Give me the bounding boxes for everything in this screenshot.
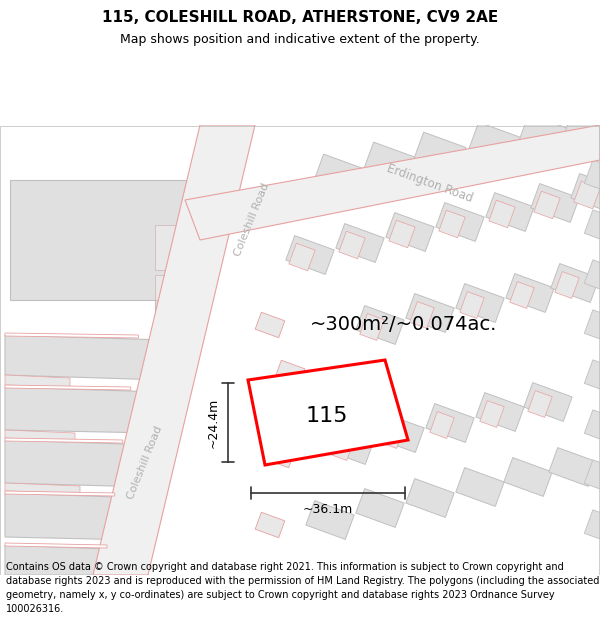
Polygon shape — [584, 310, 600, 340]
Polygon shape — [406, 479, 454, 518]
Polygon shape — [286, 236, 334, 274]
Polygon shape — [406, 294, 454, 333]
Polygon shape — [584, 510, 600, 540]
Polygon shape — [506, 274, 554, 312]
Polygon shape — [410, 302, 434, 328]
Polygon shape — [5, 493, 143, 540]
Text: ~24.4m: ~24.4m — [207, 398, 220, 448]
Polygon shape — [5, 543, 107, 548]
Polygon shape — [330, 434, 354, 461]
Polygon shape — [185, 125, 600, 240]
Polygon shape — [426, 404, 474, 442]
Polygon shape — [456, 284, 504, 322]
Polygon shape — [456, 468, 504, 506]
Polygon shape — [5, 545, 135, 575]
Polygon shape — [386, 213, 434, 251]
Polygon shape — [584, 160, 600, 190]
Polygon shape — [584, 210, 600, 240]
Polygon shape — [549, 448, 597, 486]
Polygon shape — [574, 181, 600, 209]
Text: ~300m²/~0.074ac.: ~300m²/~0.074ac. — [310, 316, 497, 334]
Text: Coleshill Road: Coleshill Road — [126, 425, 164, 501]
Polygon shape — [376, 414, 424, 452]
Polygon shape — [584, 460, 600, 490]
Polygon shape — [289, 243, 315, 271]
Text: Coleshill Road: Coleshill Road — [233, 182, 271, 258]
Polygon shape — [524, 382, 572, 421]
Polygon shape — [380, 422, 404, 448]
Polygon shape — [364, 142, 416, 184]
Polygon shape — [275, 360, 305, 386]
Polygon shape — [5, 440, 152, 487]
Polygon shape — [564, 108, 600, 150]
Text: Contains OS data © Crown copyright and database right 2021. This information is : Contains OS data © Crown copyright and d… — [6, 562, 599, 614]
Text: ~36.1m: ~36.1m — [303, 503, 353, 516]
Polygon shape — [486, 192, 534, 231]
Polygon shape — [460, 292, 484, 318]
Polygon shape — [476, 392, 524, 431]
Text: Map shows position and indicative extent of the property.: Map shows position and indicative extent… — [120, 32, 480, 46]
Polygon shape — [571, 174, 600, 213]
Polygon shape — [306, 501, 354, 539]
Polygon shape — [414, 132, 466, 174]
Polygon shape — [510, 282, 534, 308]
Polygon shape — [155, 275, 195, 300]
Text: 115, COLESHILL ROAD, ATHERSTONE, CV9 2AE: 115, COLESHILL ROAD, ATHERSTONE, CV9 2AE — [102, 10, 498, 25]
Polygon shape — [360, 314, 384, 341]
Polygon shape — [534, 191, 560, 219]
Polygon shape — [314, 154, 366, 196]
Polygon shape — [5, 491, 115, 496]
Polygon shape — [5, 333, 139, 338]
Polygon shape — [248, 360, 408, 465]
Polygon shape — [555, 272, 579, 298]
Polygon shape — [5, 483, 80, 493]
Polygon shape — [584, 410, 600, 440]
Polygon shape — [531, 184, 579, 222]
Polygon shape — [93, 125, 255, 575]
Polygon shape — [356, 489, 404, 528]
Polygon shape — [255, 512, 285, 538]
Polygon shape — [439, 210, 465, 238]
Text: Erdington Road: Erdington Road — [385, 161, 475, 204]
Polygon shape — [356, 306, 404, 344]
Polygon shape — [430, 412, 454, 438]
Polygon shape — [336, 224, 384, 262]
Polygon shape — [504, 458, 552, 496]
Polygon shape — [5, 430, 75, 440]
Polygon shape — [339, 231, 365, 259]
Polygon shape — [436, 202, 484, 241]
Polygon shape — [5, 387, 160, 433]
Polygon shape — [389, 220, 415, 248]
Polygon shape — [255, 312, 285, 338]
Polygon shape — [551, 264, 599, 302]
Polygon shape — [469, 122, 521, 164]
Polygon shape — [265, 442, 295, 468]
Polygon shape — [10, 180, 200, 320]
Polygon shape — [5, 375, 70, 387]
Polygon shape — [5, 438, 123, 443]
Polygon shape — [480, 401, 504, 428]
Polygon shape — [489, 200, 515, 228]
Polygon shape — [5, 385, 131, 390]
Polygon shape — [5, 335, 165, 380]
Polygon shape — [155, 225, 195, 270]
Polygon shape — [584, 260, 600, 290]
Polygon shape — [584, 360, 600, 390]
Polygon shape — [528, 391, 552, 418]
Text: 115: 115 — [305, 406, 348, 426]
Polygon shape — [519, 114, 571, 156]
Polygon shape — [326, 426, 374, 464]
